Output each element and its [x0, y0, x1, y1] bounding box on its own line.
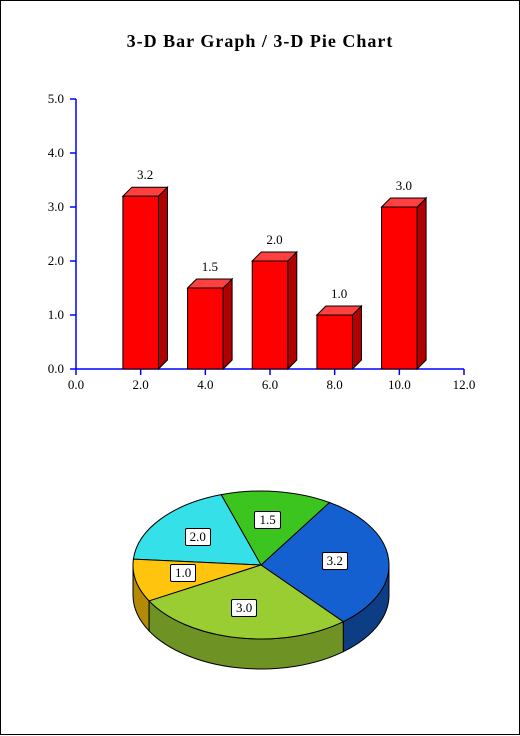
- pie-slice-label: 3.0: [231, 599, 257, 617]
- pie-slice-label: 3.2: [322, 552, 348, 570]
- pie-chart: [1, 1, 520, 736]
- pie-slice-label: 2.0: [185, 528, 211, 546]
- chart-frame: 3-D Bar Graph / 3-D Pie Chart 0.01.02.03…: [0, 0, 520, 735]
- pie-slice-label: 1.0: [170, 564, 196, 582]
- pie-slice-label: 1.5: [254, 511, 280, 529]
